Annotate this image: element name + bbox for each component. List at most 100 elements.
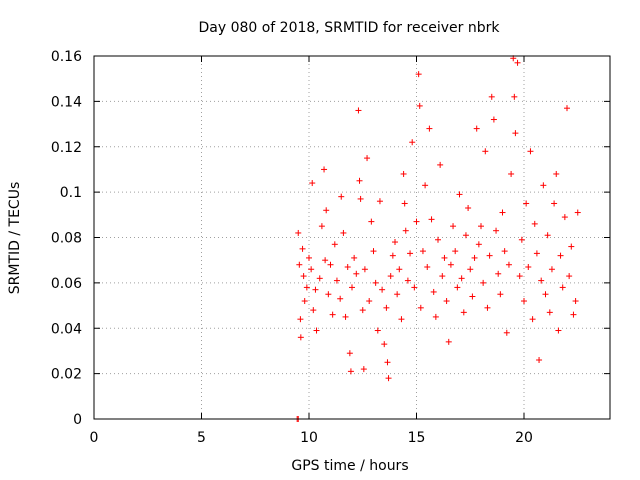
y-tick-label: 0.08	[51, 231, 82, 247]
data-point	[379, 286, 386, 293]
data-point	[566, 273, 573, 280]
data-point	[400, 170, 407, 177]
data-point	[480, 279, 487, 286]
data-point	[546, 309, 553, 316]
data-point	[531, 220, 538, 227]
data-point	[381, 341, 388, 348]
y-tick-label: 0.02	[51, 367, 82, 383]
data-point	[527, 148, 534, 155]
data-point	[401, 200, 408, 207]
data-point	[411, 284, 418, 291]
data-point	[488, 93, 495, 100]
data-point	[555, 327, 562, 334]
data-point	[361, 266, 368, 273]
data-point	[570, 311, 577, 318]
data-point	[511, 93, 518, 100]
data-point	[540, 182, 547, 189]
data-point	[337, 295, 344, 302]
data-point	[394, 291, 401, 298]
data-point	[347, 368, 354, 375]
data-point	[364, 155, 371, 162]
data-point	[462, 232, 469, 239]
data-point	[435, 236, 441, 243]
data-point	[398, 316, 405, 323]
data-point	[340, 229, 347, 236]
y-tick-label: 0.14	[51, 94, 82, 110]
data-point	[471, 254, 478, 261]
data-point	[495, 270, 502, 277]
data-point	[370, 248, 377, 255]
data-point	[409, 139, 416, 146]
data-point	[331, 241, 338, 248]
data-point	[385, 375, 392, 382]
data-point	[564, 105, 570, 112]
y-tick-label: 0.16	[51, 49, 82, 65]
data-point	[297, 334, 304, 341]
data-point	[300, 273, 307, 280]
y-tick-label: 0.1	[60, 185, 82, 201]
plot-frame	[93, 55, 611, 420]
data-point	[458, 275, 465, 282]
data-point	[574, 209, 581, 216]
data-point	[465, 205, 472, 212]
data-point	[439, 273, 446, 280]
data-point	[424, 263, 431, 270]
data-point	[486, 252, 493, 259]
data-point	[432, 313, 439, 320]
data-point	[536, 357, 543, 364]
data-point	[523, 200, 530, 207]
data-point	[456, 191, 463, 198]
data-point	[325, 291, 332, 298]
data-point	[342, 313, 349, 320]
data-point	[542, 291, 549, 298]
y-tick-label: 0.06	[51, 276, 82, 292]
data-point	[508, 170, 515, 177]
data-point	[452, 248, 459, 255]
data-point	[416, 102, 423, 109]
data-point	[372, 279, 379, 286]
axis-ticks: 0 0.02 0.04 0.06 0.08 0.1 0.12 0.14 0.16 0 5 10 15 20	[51, 49, 610, 446]
grid-lines	[94, 56, 610, 419]
data-point	[308, 266, 315, 273]
data-point	[482, 148, 489, 155]
data-point	[329, 311, 336, 318]
x-axis-title: GPS time / hours	[291, 458, 408, 474]
data-point	[392, 239, 398, 246]
data-point	[389, 252, 396, 259]
data-point	[529, 316, 536, 323]
data-point	[460, 309, 467, 316]
data-point	[505, 261, 512, 268]
x-tick-label: 20	[515, 430, 533, 446]
data-point	[548, 266, 555, 273]
data-point	[445, 338, 452, 345]
data-point	[309, 180, 316, 187]
data-point	[353, 270, 360, 277]
data-point	[396, 266, 403, 273]
data-point	[447, 261, 454, 268]
data-point	[295, 229, 302, 236]
data-point	[426, 125, 433, 132]
data-point	[366, 298, 373, 305]
data-point	[538, 277, 545, 284]
data-point	[437, 161, 444, 168]
data-point	[297, 316, 304, 323]
data-point	[568, 243, 575, 250]
data-point	[376, 198, 383, 205]
data-point	[333, 277, 340, 284]
data-point	[310, 307, 317, 314]
y-tick-label: 0.12	[51, 140, 82, 156]
data-point	[415, 71, 422, 78]
data-point	[473, 125, 480, 132]
y-tick-label: 0	[73, 412, 82, 428]
data-point	[551, 200, 558, 207]
data-point	[454, 284, 461, 291]
data-point	[338, 193, 345, 200]
data-point	[475, 241, 482, 248]
data-point	[316, 275, 323, 282]
data-point	[499, 209, 506, 216]
data-point	[428, 216, 435, 223]
data-point	[450, 223, 457, 230]
y-axis-title: SRMTID / TECUs	[7, 182, 23, 295]
data-point	[559, 284, 566, 291]
